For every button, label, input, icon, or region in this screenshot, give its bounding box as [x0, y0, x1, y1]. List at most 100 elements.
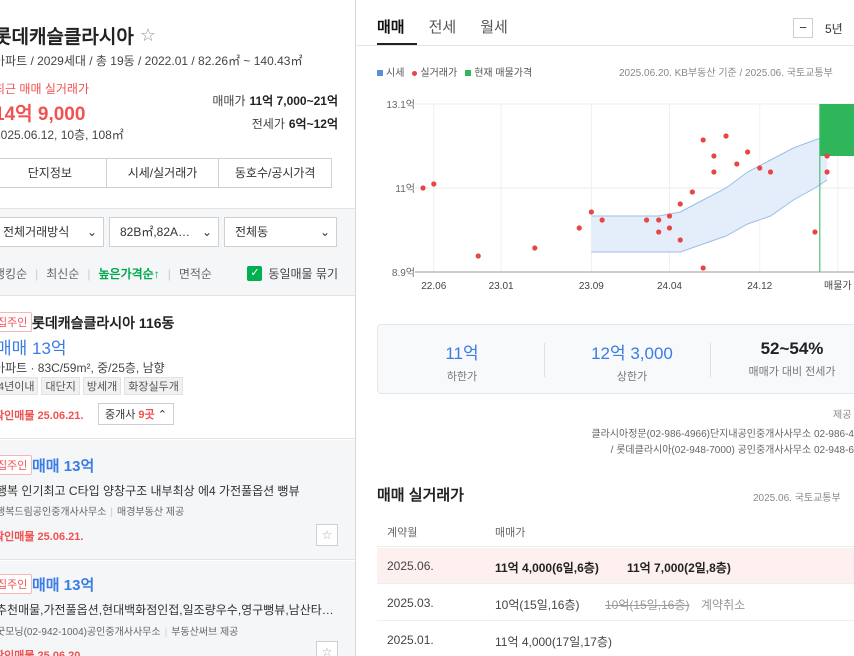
current-listing-range — [819, 104, 854, 272]
agent-contact: 클라시아정문(02-986-4966)단지내공인중개사사무소 02-986-4 — [591, 429, 854, 440]
actual-price-point — [666, 213, 673, 219]
listing-office: 굿모닝(02-942-1004)공인중개사사무소 | 부동산써브 제공 — [0, 623, 238, 638]
recent-price: 14억 9,000 — [0, 104, 86, 125]
actual-price-point — [677, 237, 683, 243]
dong-select[interactable]: 전체동 ⌄ — [224, 217, 337, 247]
sort-high-price[interactable]: 높은가격순↑ — [98, 267, 160, 281]
owner-badge: 집주인 — [0, 574, 33, 594]
chevron-up-icon: ⌃ — [157, 409, 167, 421]
tab-sale[interactable]: 매매 — [377, 19, 405, 36]
area-value: 82B㎡,82A… — [120, 225, 191, 239]
chevron-down-icon: ⌄ — [201, 225, 212, 239]
tab-jeonse[interactable]: 전세 — [428, 19, 457, 36]
actual-price-point — [420, 185, 426, 191]
group-toggle-label: 동일매물 묶기 — [268, 267, 338, 281]
tab-market-price[interactable]: 시세/실거래가 — [107, 159, 220, 187]
chevron-down-icon: ⌄ — [86, 225, 97, 239]
sale-range-value: 11억 7,000~21억 — [249, 94, 339, 108]
jeonse-range-value: 6억~12억 — [288, 117, 338, 131]
tab-unit-price[interactable]: 동호수/공시가격 — [234, 166, 316, 180]
listing-office: 행복드림공인중개사사무소 | 매경부동산 제공 — [0, 503, 184, 518]
table-row[interactable]: 2025.03. 10억(15일,16층) 10억(15일,16층) 계약취소 — [377, 585, 854, 621]
jeonse-price-range: 전세가 6억~12억 — [252, 115, 338, 132]
listing-description: 추천매물,가전풀옵션,현대백화점인접,일조량우수,영구뻥뷰,남산타… — [0, 603, 334, 617]
actual-price-point — [812, 229, 818, 235]
favorite-star-icon[interactable]: ☆ — [316, 641, 338, 656]
complex-title-row: 롯데캐슬클라시아 ☆ — [0, 22, 156, 49]
listing-tag: 대단지 — [41, 377, 80, 395]
divider — [544, 343, 545, 377]
zoom-out-button[interactable]: − — [793, 18, 813, 38]
area-select[interactable]: 82B㎡,82A… ⌄ — [109, 217, 219, 247]
actual-price-point — [666, 225, 673, 231]
tab-complex-info[interactable]: 단지정보 — [0, 159, 107, 187]
trade-tabs: 매매 전세 월세 — [377, 16, 508, 37]
checkbox-checked-icon[interactable]: ✓ — [247, 266, 263, 281]
y-tick-label: 11억 — [395, 183, 415, 195]
listing-card[interactable]: 집주인 매매 13억 추천매물,가전풀옵션,현대백화점인접,일조량우수,영구뻥뷰… — [0, 561, 355, 656]
actual-price-point — [700, 265, 706, 271]
listing-price: 매매 13억 — [0, 339, 67, 358]
actual-price-point — [700, 137, 706, 143]
listing-price: 매매 13억 — [32, 458, 95, 475]
legend-item-market: 시세 — [377, 64, 404, 79]
x-tick-label: 매물가 — [824, 280, 852, 292]
current-listing-range-bar — [819, 104, 854, 156]
group-same-listings-toggle[interactable]: ✓ 동일매물 묶기 — [247, 265, 338, 282]
complex-summary: 롯데캐슬클라시아 ☆ 아파트 / 2029세대 / 총 19동 / 2022.0… — [0, 0, 355, 208]
provider-note: 제공 — [833, 410, 852, 421]
dong-value: 전체동 — [235, 225, 269, 239]
actual-price-point — [532, 245, 538, 251]
section-source: 2025.06. 국토교통부 — [753, 493, 841, 504]
stat-label: 하한가 — [446, 371, 478, 383]
sort-latest[interactable]: 최신순 — [46, 267, 80, 281]
listing-card[interactable]: 집주인 매매 13억 행복 인기최고 C타입 양창구조 내부최상 에4 가전풀옵… — [0, 440, 355, 560]
chart-legend: 시세 실거래가 현재 매물가격 — [377, 64, 532, 79]
x-tick-label: 24.04 — [657, 281, 682, 292]
actual-price-point — [734, 161, 740, 167]
row-deal: 11억 7,000(2일,8층) — [627, 561, 731, 575]
complex-tabs: 단지정보 시세/실거래가 동호수/공시가격 — [0, 158, 332, 188]
actual-price-point — [576, 225, 582, 231]
stat-upper: 12억 3,000 상한가 — [562, 339, 702, 384]
sort-ranking[interactable]: 랭킹순 — [0, 267, 28, 281]
actual-price-point — [588, 209, 594, 215]
recent-price-label: 최근 매매 실거래가 — [0, 82, 89, 96]
price-panel: 매매 전세 월세 − 5년 시세 실거래가 현재 매물가격 2025.06.20… — [357, 0, 854, 656]
column-header: 계약월 — [387, 527, 418, 539]
legend-label: 시세 — [386, 68, 405, 79]
provider: 매경부동산 제공 — [117, 507, 185, 518]
legend-item-current: 현재 매물가격 — [465, 64, 532, 79]
legend-label: 현재 매물가격 — [474, 68, 533, 79]
trade-type-select[interactable]: 전체거래방식 ⌄ — [0, 217, 104, 247]
actual-price-point — [767, 169, 774, 175]
table-row[interactable]: 2025.06. 11억 4,000(6일,6층) 11억 7,000(2일,8… — [377, 548, 854, 584]
recent-price-detail: 2025.06.12, 10층, 108㎡ — [0, 128, 124, 142]
legend-label: 실거래가 — [420, 68, 458, 79]
price-stats: 11억 하한가 12억 3,000 상한가 52~54% 매매가 대비 전세가 — [377, 324, 854, 394]
table-row[interactable]: 2025.01. 11억 4,000(17일,17층) — [377, 622, 854, 656]
tab-monthly[interactable]: 월세 — [480, 19, 508, 36]
dot-icon — [412, 70, 418, 76]
favorite-star-icon[interactable]: ☆ — [139, 25, 156, 45]
actual-price-point — [723, 133, 729, 139]
period-selector[interactable]: 5년 — [825, 22, 843, 36]
y-tick-label: 13.1억 — [386, 99, 415, 111]
x-tick-label: 23.09 — [579, 281, 604, 292]
actual-price-point — [431, 181, 437, 187]
complex-title: 롯데캐슬클라시아 — [0, 27, 134, 48]
agent-count-button[interactable]: 중개사 9곳 ⌃ — [98, 403, 174, 425]
sort-area[interactable]: 면적순 — [178, 267, 212, 281]
market-band-low-line — [591, 179, 828, 253]
actual-price-point — [599, 217, 605, 223]
favorite-star-icon[interactable]: ☆ — [316, 524, 338, 546]
market-band-high-line — [591, 135, 828, 217]
price-chart: 13.1억 11억 8.9억 22.06 23.01 23.09 24.04 24.12 매물가 — [386, 99, 854, 292]
stat-label: 매매가 대비 전세가 — [748, 366, 836, 378]
actual-price-point — [689, 189, 695, 195]
row-deal: 11억 4,000(17일,17층) — [495, 635, 612, 649]
listing-card[interactable]: 집주인 롯데캐슬클라시아 116동 매매 13억 아파트 · 83C/59m²,… — [0, 297, 355, 439]
listing-tags: 4년이내 대단지 방세개 화장실두개 — [0, 377, 183, 395]
listing-description: 행복 인기최고 C타입 양창구조 내부최상 에4 가전풀옵션 뻥뷰 — [0, 484, 300, 498]
listing-price: 매매 13억 — [32, 577, 95, 594]
